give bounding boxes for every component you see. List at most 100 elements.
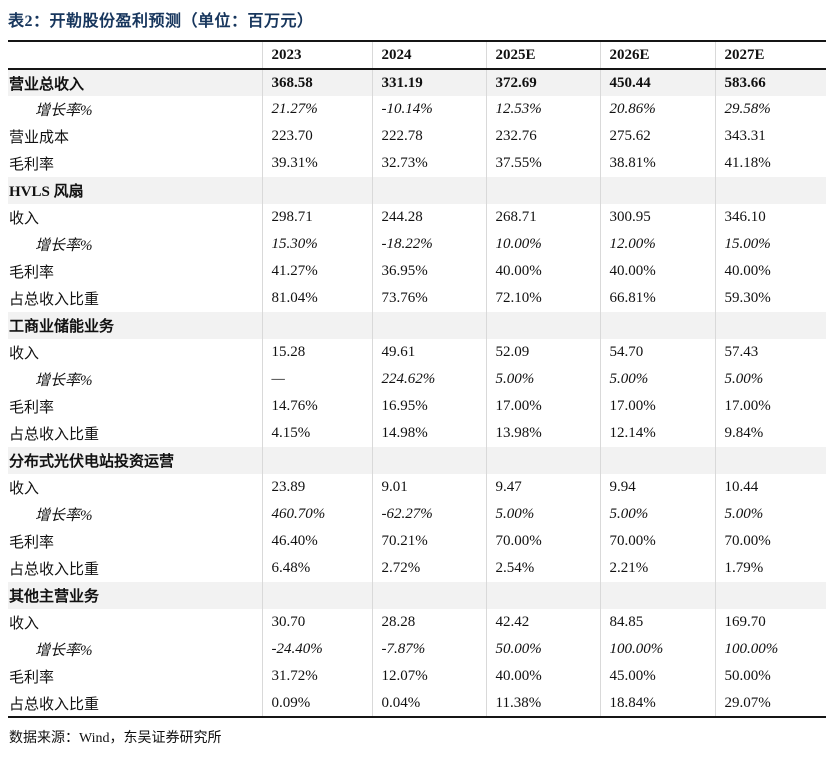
cell-value: 50.00% xyxy=(714,663,826,690)
cell-value xyxy=(371,447,486,474)
row-label: 营业总收入 xyxy=(8,69,262,96)
cell-value: 45.00% xyxy=(599,663,715,690)
cell-value: 70.00% xyxy=(714,528,826,555)
cell-value: 9.47 xyxy=(485,474,600,501)
cell-value xyxy=(261,177,372,204)
table-header-row: 2023 2024 2025E 2026E 2027E xyxy=(8,41,826,70)
header-cell-year: 2027E xyxy=(714,41,826,70)
row-label: HVLS 风扇 xyxy=(8,177,262,204)
cell-value xyxy=(714,582,826,609)
cell-value xyxy=(714,177,826,204)
row-label: 占总收入比重 xyxy=(9,696,100,713)
cell-value xyxy=(485,447,600,474)
row-label: 收入 xyxy=(9,211,40,227)
cell-value: — xyxy=(261,366,372,393)
header-cell-year: 2024 xyxy=(371,41,486,70)
cell-value: 18.84% xyxy=(599,690,715,717)
cell-value: 52.09 xyxy=(485,339,600,366)
table-row: 营业总收入 368.58 331.19 372.69 450.44 583.66 xyxy=(8,69,826,96)
cell-value xyxy=(371,312,486,339)
cell-value: 583.66 xyxy=(714,69,826,96)
table-row: 占总收入比重 81.04% 73.76% 72.10% 66.81% 59.30% xyxy=(8,285,826,312)
table-row: 毛利率 41.27% 36.95% 40.00% 40.00% 40.00% xyxy=(8,258,826,285)
cell-value: 31.72% xyxy=(261,663,372,690)
cell-value: 460.70% xyxy=(261,501,372,528)
cell-value: 10.00% xyxy=(485,231,600,258)
cell-value: 20.86% xyxy=(599,96,715,123)
cell-value: 37.55% xyxy=(485,150,600,177)
cell-value: 15.28 xyxy=(261,339,372,366)
section-header-row: 分布式光伏电站投资运营 xyxy=(8,447,826,474)
cell-value: 12.00% xyxy=(599,231,715,258)
cell-value: 12.53% xyxy=(485,96,600,123)
table-row: 收入 15.28 49.61 52.09 54.70 57.43 xyxy=(8,339,826,366)
cell-value: 40.00% xyxy=(714,258,826,285)
row-label: 增长率% xyxy=(35,643,93,659)
cell-value: 9.94 xyxy=(599,474,715,501)
cell-value: 9.84% xyxy=(714,420,826,447)
cell-value: 30.70 xyxy=(261,609,372,636)
cell-value xyxy=(371,177,486,204)
cell-value: 54.70 xyxy=(599,339,715,366)
row-label: 毛利率 xyxy=(9,670,55,686)
cell-value xyxy=(714,447,826,474)
cell-value: 5.00% xyxy=(599,366,715,393)
table-row: 收入 298.71 244.28 268.71 300.95 346.10 xyxy=(8,204,826,231)
row-label: 增长率% xyxy=(35,103,93,119)
cell-value: 70.00% xyxy=(599,528,715,555)
table-row: 占总收入比重 4.15% 14.98% 13.98% 12.14% 9.84% xyxy=(8,420,826,447)
cell-value: 222.78 xyxy=(371,123,486,150)
cell-value: 300.95 xyxy=(599,204,715,231)
cell-value: 232.76 xyxy=(485,123,600,150)
cell-value: 11.38% xyxy=(485,690,600,717)
cell-value: 4.15% xyxy=(261,420,372,447)
cell-value: 5.00% xyxy=(599,501,715,528)
cell-value: 0.04% xyxy=(371,690,486,717)
header-cell-label xyxy=(8,41,262,70)
row-label: 收入 xyxy=(9,481,40,497)
table-row: 增长率% 15.30% -18.22% 10.00% 12.00% 15.00% xyxy=(8,231,826,258)
cell-value: 17.00% xyxy=(599,393,715,420)
row-label: 收入 xyxy=(9,346,40,362)
cell-value: 100.00% xyxy=(714,636,826,663)
table-row: 毛利率 31.72% 12.07% 40.00% 45.00% 50.00% xyxy=(8,663,826,690)
cell-value: 42.42 xyxy=(485,609,600,636)
row-label: 毛利率 xyxy=(9,535,55,551)
cell-value: 49.61 xyxy=(371,339,486,366)
cell-value: 81.04% xyxy=(261,285,372,312)
row-label: 分布式光伏电站投资运营 xyxy=(8,447,262,474)
cell-value: 169.70 xyxy=(714,609,826,636)
cell-value: -24.40% xyxy=(261,636,372,663)
table-row: 营业成本 223.70 222.78 232.76 275.62 343.31 xyxy=(8,123,826,150)
cell-value xyxy=(261,447,372,474)
row-label: 占总收入比重 xyxy=(9,292,100,308)
table-row: 毛利率 39.31% 32.73% 37.55% 38.81% 41.18% xyxy=(8,150,826,177)
cell-value: -62.27% xyxy=(371,501,486,528)
cell-value: 244.28 xyxy=(371,204,486,231)
cell-value: 6.48% xyxy=(261,555,372,582)
cell-value: 73.76% xyxy=(371,285,486,312)
cell-value: 5.00% xyxy=(485,366,600,393)
cell-value: 40.00% xyxy=(485,258,600,285)
cell-value xyxy=(714,312,826,339)
data-source-note: 数据来源：Wind，东吴证券研究所 xyxy=(9,731,222,746)
cell-value: 84.85 xyxy=(599,609,715,636)
cell-value: 223.70 xyxy=(261,123,372,150)
table-row: 增长率% —224.62% 5.00% 5.00% 5.00% xyxy=(8,366,826,393)
section-header-row: HVLS 风扇 xyxy=(8,177,826,204)
header-cell-year: 2026E xyxy=(599,41,715,70)
section-header-row: 其他主营业务 xyxy=(8,582,826,609)
cell-value: 14.76% xyxy=(261,393,372,420)
cell-value: 275.62 xyxy=(599,123,715,150)
cell-value: 29.58% xyxy=(714,96,826,123)
cell-value xyxy=(261,312,372,339)
cell-value: 17.00% xyxy=(485,393,600,420)
cell-value: 50.00% xyxy=(485,636,600,663)
cell-value: 39.31% xyxy=(261,150,372,177)
cell-value: 57.43 xyxy=(714,339,826,366)
table-title: 表2：开勒股份盈利预测（单位：百万元） xyxy=(8,13,314,30)
cell-value: 72.10% xyxy=(485,285,600,312)
cell-value xyxy=(485,582,600,609)
cell-value xyxy=(485,177,600,204)
